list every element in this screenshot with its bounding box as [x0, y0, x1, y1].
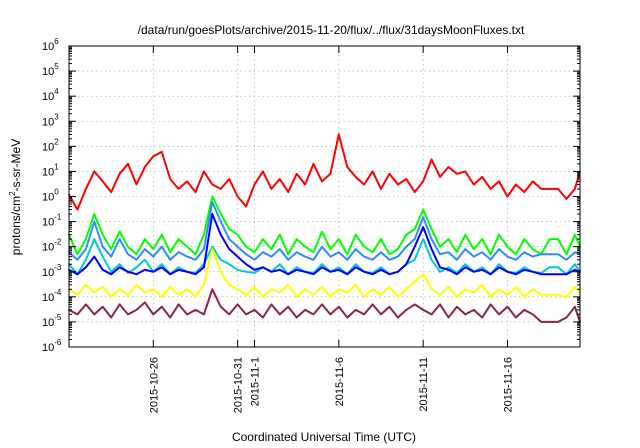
x-tick-label: 2015-11-16 — [502, 357, 514, 412]
y-tick-label: 101 — [42, 162, 59, 178]
x-tick-label: 2015-11-11 — [418, 357, 430, 412]
series-line-red — [68, 133, 581, 211]
series-line-blue — [68, 213, 581, 276]
y-tick-label: 10-1 — [42, 213, 62, 229]
y-axis: 10-6 10-5 10-4 10-3 10-2 10-1 100 101 102 103 104 1… — [42, 37, 580, 354]
y-tick-label: 10-4 — [42, 288, 62, 304]
series-line-yellow — [68, 248, 581, 298]
x-axis-label: Coordinated Universal Time (UTC) — [232, 430, 416, 444]
y-axis-label-rest: -s-sr-MeV — [9, 139, 23, 192]
y-tick-label: 100 — [42, 188, 59, 204]
y-tick-label: 10-2 — [42, 238, 62, 254]
chart-title: /data/run/goesPlots/archive/2015-11-20/f… — [138, 23, 525, 37]
series-line-purple — [68, 288, 581, 323]
x-tick-label: 2015-10-31 — [233, 357, 245, 413]
y-tick-label: 10-5 — [42, 313, 62, 329]
series-line-green — [68, 195, 581, 256]
y-tick-label: 104 — [42, 87, 59, 103]
y-tick-label: 105 — [42, 62, 59, 78]
y-tick-label: 106 — [42, 37, 59, 53]
y-axis-label: protons/cm2-s-sr-MeV — [8, 139, 23, 255]
y-tick-label: 10-3 — [42, 263, 62, 279]
series-layer — [68, 133, 581, 323]
y-axis-label-sup: 2 — [8, 191, 17, 196]
x-axis: 2015-10-26 2015-10-31 2015-11-1 2015-11-6 20… — [148, 46, 514, 413]
x-tick-label: 2015-11-6 — [334, 357, 346, 406]
x-tick-label: 2015-10-26 — [148, 357, 160, 413]
x-tick-label: 2015-11-1 — [250, 357, 262, 406]
y-tick-label: 10-6 — [42, 338, 62, 354]
series-line-light-blue — [68, 201, 581, 261]
y-axis-label-main: protons/cm — [9, 196, 23, 255]
grid — [69, 46, 580, 347]
y-tick-label: 103 — [42, 112, 59, 128]
y-tick-label: 102 — [42, 137, 59, 153]
